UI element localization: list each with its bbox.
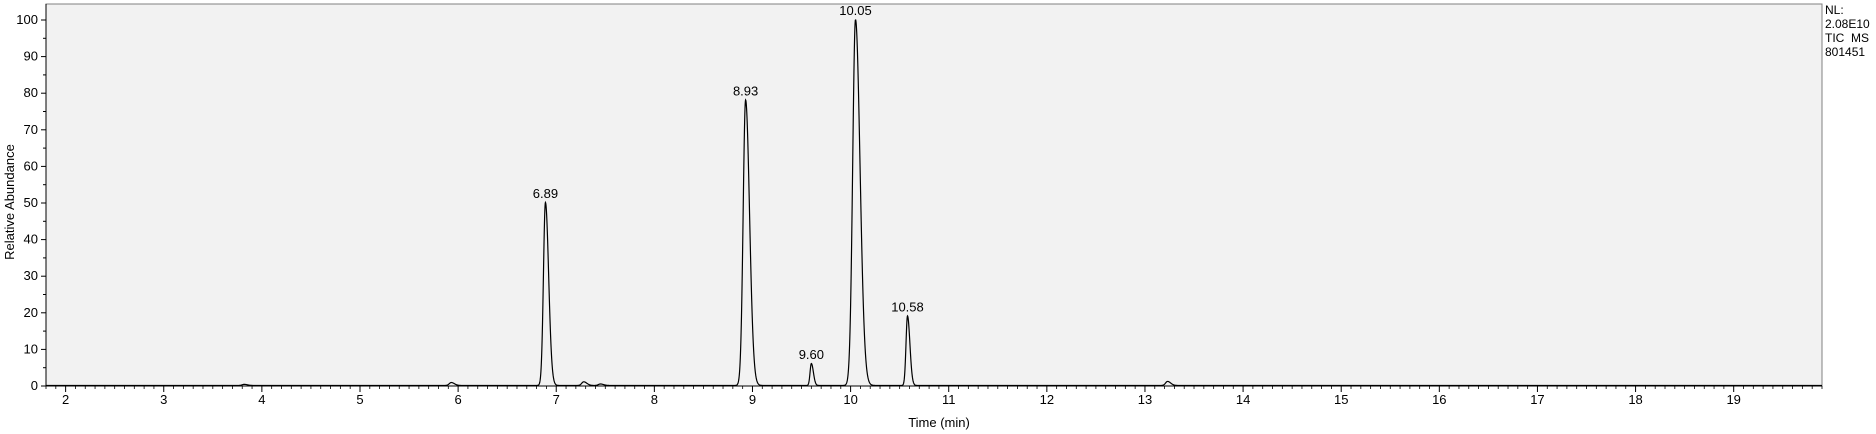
tick-labels: 0 10 20 30 40 50 60 70 80 90 100 2 3 4 5 6 7 8 9 10 11 12 13 14… (16, 12, 1741, 407)
x-tick-label: 2 (62, 392, 69, 407)
x-tick-label: 3 (160, 392, 167, 407)
x-tick-label: 5 (356, 392, 363, 407)
info-line: 2.08E10 (1825, 17, 1870, 31)
y-tick-label: 30 (24, 268, 38, 283)
x-tick-label: 10 (843, 392, 857, 407)
info-line: 801451 (1825, 45, 1865, 59)
y-tick-label: 50 (24, 195, 38, 210)
x-tick-label: 19 (1726, 392, 1740, 407)
x-tick-label: 17 (1530, 392, 1544, 407)
info-line: NL: (1825, 3, 1844, 17)
x-tick-label: 6 (454, 392, 461, 407)
y-tick-label: 90 (24, 49, 38, 64)
peak-label: 6.89 (533, 186, 558, 201)
y-tick-label: 80 (24, 85, 38, 100)
x-tick-label: 15 (1334, 392, 1348, 407)
x-axis-label: Time (min) (908, 415, 970, 430)
peak-label: 10.05 (839, 3, 872, 18)
peak-label: 8.93 (733, 84, 758, 99)
x-tick-label: 7 (553, 392, 560, 407)
y-tick-label: 10 (24, 341, 38, 356)
x-tick-label: 11 (942, 392, 956, 407)
tic-trace (46, 19, 1822, 387)
plot-area (45, 3, 1823, 387)
peak-labels: 6.89 8.93 9.60 10.05 10.58 (533, 3, 924, 362)
peak-label: 9.60 (799, 347, 824, 362)
y-tick-label: 20 (24, 305, 38, 320)
x-tick-label: 4 (258, 392, 265, 407)
y-axis-label: Relative Abundance (2, 144, 17, 260)
x-tick-label: 9 (749, 392, 756, 407)
x-tick-label: 8 (651, 392, 658, 407)
y-tick-label: 60 (24, 158, 38, 173)
y-tick-label: 0 (31, 378, 38, 393)
info-line: TIC MS (1825, 31, 1869, 45)
x-tick-label: 16 (1432, 392, 1446, 407)
y-tick-label: 40 (24, 232, 38, 247)
x-tick-label: 13 (1138, 392, 1152, 407)
y-tick-label: 70 (24, 122, 38, 137)
x-tick-label: 14 (1236, 392, 1250, 407)
x-tick-label: 18 (1628, 392, 1642, 407)
x-tick-label: 12 (1040, 392, 1054, 407)
peak-label: 10.58 (891, 299, 924, 314)
y-tick-label: 100 (16, 12, 38, 27)
